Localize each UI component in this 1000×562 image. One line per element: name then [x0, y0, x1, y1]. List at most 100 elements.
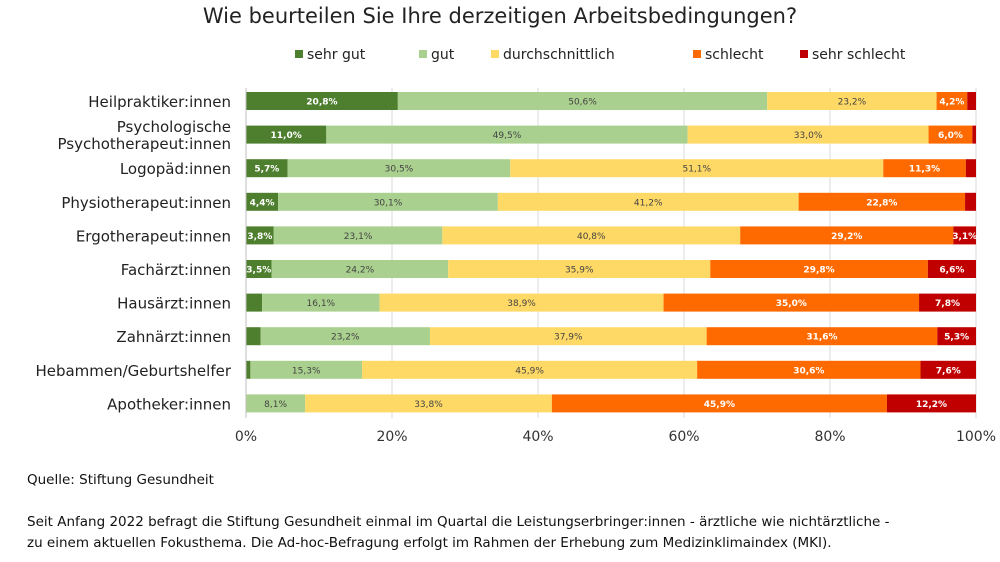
legend-label: schlecht [705, 47, 764, 63]
legend-swatch [800, 50, 808, 58]
bar-segment [663, 293, 920, 312]
data-label: 33,0% [794, 131, 823, 141]
data-label: 38,9% [507, 299, 536, 309]
data-label: 35,9% [565, 266, 594, 276]
data-label: 11,3% [909, 165, 940, 175]
data-label: 3,8% [247, 232, 272, 242]
category-label: Hebammen/Geburtshelfer [35, 362, 231, 380]
category-label: Apotheker:innen [107, 395, 231, 413]
bar-segment [246, 327, 261, 346]
bar-segment [740, 226, 954, 245]
category-label: Logopäd:innen [120, 160, 231, 178]
bar-segment [246, 159, 288, 178]
category-label: Fachärzt:innen [121, 261, 231, 279]
stacked-bar-chart: 0% 20% 40% 60% 80% 100% sehr gut gut durchschnit… [35, 47, 996, 445]
data-label: 41,2% [634, 198, 663, 208]
data-label: 40,8% [577, 232, 606, 242]
data-label: 6,6% [939, 266, 964, 276]
bar-segment [278, 192, 498, 211]
bar-segment [767, 92, 937, 110]
legend-swatch [491, 50, 499, 58]
bar-segment [967, 92, 976, 110]
category-label: Hausärzt:innen [117, 295, 231, 313]
bar-segment [886, 394, 976, 413]
footnote-line-2: zu einem aktuellen Fokusthema. Die Ad-ho… [27, 535, 832, 551]
bar-segment [883, 159, 966, 178]
legend-label: sehr gut [307, 47, 366, 63]
chart-title: Wie beurteilen Sie Ihre derzeitigen Arbe… [202, 4, 798, 28]
x-tick-label: 40% [522, 429, 553, 445]
bar-segment [262, 293, 380, 312]
bar-segment [305, 394, 552, 413]
data-label: 3,1% [952, 232, 977, 242]
data-label: 29,8% [803, 266, 834, 276]
bar-segment [326, 125, 688, 144]
bar-segment [379, 293, 664, 312]
data-label: 30,5% [385, 165, 414, 175]
data-label: 29,2% [831, 232, 862, 242]
bar-segment [710, 260, 928, 278]
data-label: 23,2% [331, 333, 360, 343]
data-label: 49,5% [493, 131, 522, 141]
bar-segment [397, 92, 768, 110]
x-tick-label: 20% [376, 429, 407, 445]
data-label: 50,6% [568, 98, 597, 108]
bar-segment [273, 226, 443, 245]
bar-segment [246, 360, 251, 379]
bar-segment [429, 327, 707, 346]
data-label: 8,1% [264, 400, 287, 410]
bar-segment [697, 360, 921, 379]
source-note: Quelle: Stiftung Gesundheit [27, 472, 214, 488]
data-label: 23,2% [838, 98, 867, 108]
category-label: Zahnärzt:innen [116, 328, 231, 346]
bar-segment [928, 125, 973, 144]
data-label: 5,7% [254, 165, 279, 175]
data-label: 24,2% [346, 266, 375, 276]
x-tick-label: 60% [668, 429, 699, 445]
bar-segment [510, 159, 884, 178]
bar-segment [442, 226, 741, 245]
bar-segment [246, 125, 327, 144]
legend-swatch [295, 50, 303, 58]
data-label: 11,0% [271, 131, 302, 141]
category-label: Psychologische [117, 118, 231, 136]
data-label: 45,9% [515, 366, 544, 376]
bar-segment [936, 92, 968, 110]
bar-segment [927, 260, 976, 278]
bar-segment [919, 293, 976, 312]
bar-segment [246, 260, 272, 278]
data-label: 23,1% [344, 232, 373, 242]
bar-segment [953, 226, 976, 245]
bar-segment [260, 327, 430, 346]
x-tick-label: 80% [814, 429, 845, 445]
data-label: 31,6% [806, 333, 837, 343]
bar-segment [551, 394, 887, 413]
data-label: 6,0% [938, 131, 963, 141]
legend-swatch [693, 50, 701, 58]
data-label: 4,2% [939, 98, 964, 108]
bar-segment [271, 260, 449, 278]
category-label: Heilpraktiker:innen [88, 93, 231, 111]
data-label: 5,3% [944, 333, 969, 343]
data-label: 15,3% [292, 366, 321, 376]
x-tick-label: 0% [235, 429, 257, 445]
bar-segment [937, 327, 976, 346]
data-label: 51,1% [682, 165, 711, 175]
bar-segment [246, 293, 263, 312]
bar-segment [246, 92, 398, 110]
data-label: 3,5% [246, 266, 271, 276]
bar-segment [497, 192, 799, 211]
x-tick-label: 100% [956, 429, 996, 445]
bar-segment [246, 226, 274, 245]
bar-segment [250, 360, 363, 379]
bar-segment [972, 125, 976, 144]
data-label: 4,4% [250, 198, 275, 208]
data-label: 7,6% [936, 366, 961, 376]
legend-label: durchschnittlich [503, 47, 615, 63]
bar-segment [362, 360, 698, 379]
category-label: Psychotherapeut:innen [58, 135, 232, 153]
legend-label: gut [431, 47, 455, 63]
bar-segment [448, 260, 711, 278]
bar-segment [920, 360, 976, 379]
